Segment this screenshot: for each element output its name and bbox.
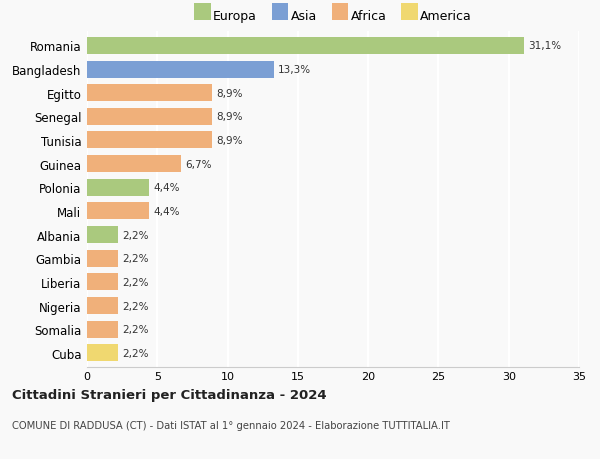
Bar <box>87 62 274 78</box>
Bar <box>87 250 118 267</box>
Bar <box>87 297 118 314</box>
Bar <box>87 85 212 102</box>
Text: 31,1%: 31,1% <box>529 41 562 51</box>
Bar <box>87 274 118 291</box>
Bar <box>87 345 118 362</box>
Bar <box>87 132 212 149</box>
Text: 2,2%: 2,2% <box>122 348 149 358</box>
Text: 8,9%: 8,9% <box>217 112 243 122</box>
Bar <box>87 38 524 55</box>
Text: Cittadini Stranieri per Cittadinanza - 2024: Cittadini Stranieri per Cittadinanza - 2… <box>12 388 326 401</box>
Text: 6,7%: 6,7% <box>185 159 212 169</box>
Bar <box>87 109 212 126</box>
Text: 8,9%: 8,9% <box>217 89 243 99</box>
Text: 2,2%: 2,2% <box>122 254 149 263</box>
Bar <box>87 321 118 338</box>
Text: 2,2%: 2,2% <box>122 301 149 311</box>
Legend: Europa, Asia, Africa, America: Europa, Asia, Africa, America <box>194 10 472 22</box>
Bar <box>87 156 181 173</box>
Text: 8,9%: 8,9% <box>217 136 243 146</box>
Text: 2,2%: 2,2% <box>122 277 149 287</box>
Text: 4,4%: 4,4% <box>153 207 179 217</box>
Text: 2,2%: 2,2% <box>122 325 149 335</box>
Text: 2,2%: 2,2% <box>122 230 149 240</box>
Text: 4,4%: 4,4% <box>153 183 179 193</box>
Bar <box>87 179 149 196</box>
Text: 13,3%: 13,3% <box>278 65 311 75</box>
Bar <box>87 227 118 244</box>
Text: COMUNE DI RADDUSA (CT) - Dati ISTAT al 1° gennaio 2024 - Elaborazione TUTTITALIA: COMUNE DI RADDUSA (CT) - Dati ISTAT al 1… <box>12 420 450 430</box>
Bar <box>87 203 149 220</box>
